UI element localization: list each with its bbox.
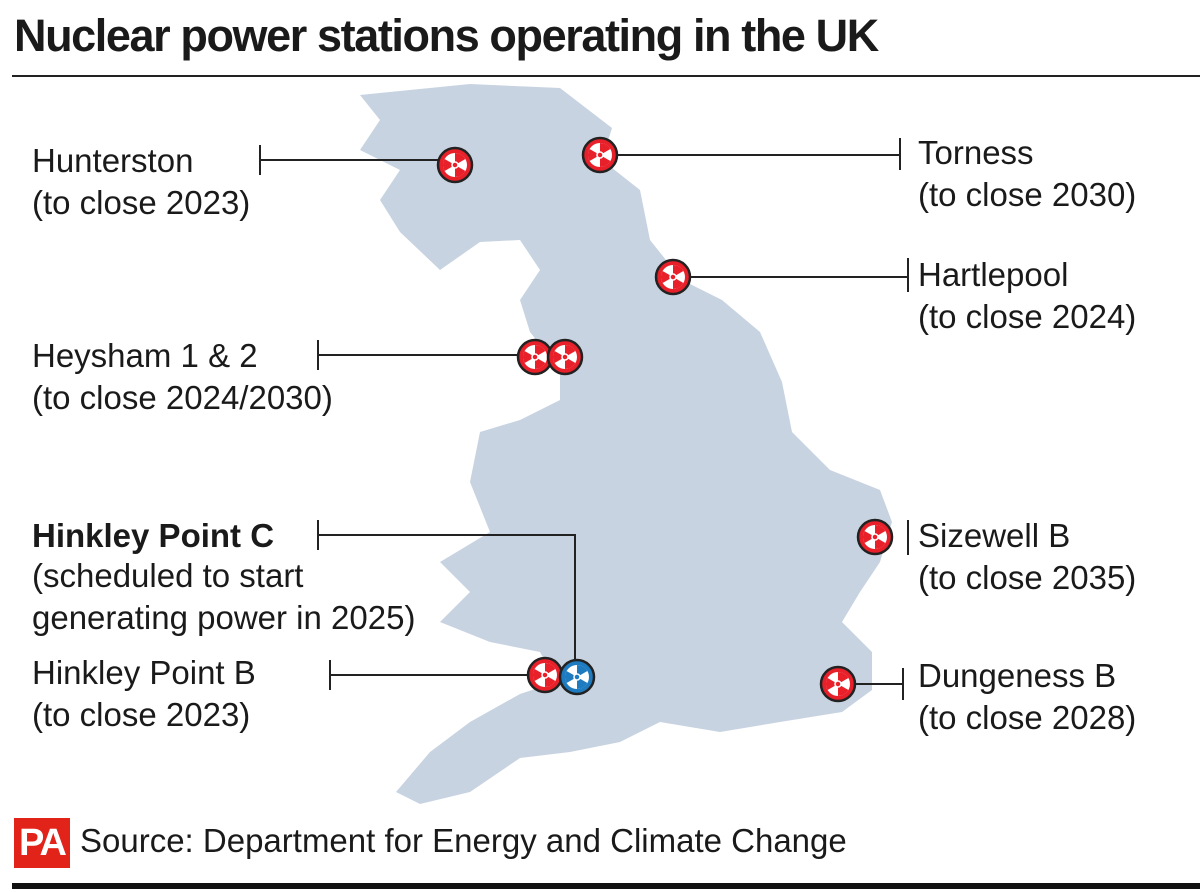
- station-note: (to close 2024/2030): [32, 379, 333, 416]
- station-name: Hinkley Point B: [32, 654, 256, 691]
- logo: PA: [14, 818, 70, 868]
- station-note: (to close 2023): [32, 184, 251, 221]
- station-note: generating power in 2025): [32, 599, 416, 636]
- station-note: (to close 2024): [918, 298, 1137, 335]
- station-name: Sizewell B: [918, 517, 1071, 554]
- title: Nuclear power stations operating in the …: [14, 10, 879, 61]
- station-note: (scheduled to start: [32, 557, 304, 594]
- station-note: (to close 2028): [918, 699, 1137, 736]
- uk-outline: [360, 84, 892, 804]
- station-name: Heysham 1 & 2: [32, 337, 258, 374]
- station-name: Hunterston: [32, 142, 194, 179]
- source: Source: Department for Energy and Climat…: [80, 822, 847, 859]
- station-note: (to close 2023): [32, 696, 251, 733]
- station-name: Dungeness B: [918, 657, 1117, 694]
- station-name: Torness: [918, 134, 1034, 171]
- station-name: Hinkley Point C: [32, 517, 275, 554]
- station-note: (to close 2030): [918, 176, 1137, 213]
- station-note: (to close 2035): [918, 559, 1137, 596]
- leader-lines: [259, 138, 909, 700]
- station-name: Hartlepool: [918, 256, 1069, 293]
